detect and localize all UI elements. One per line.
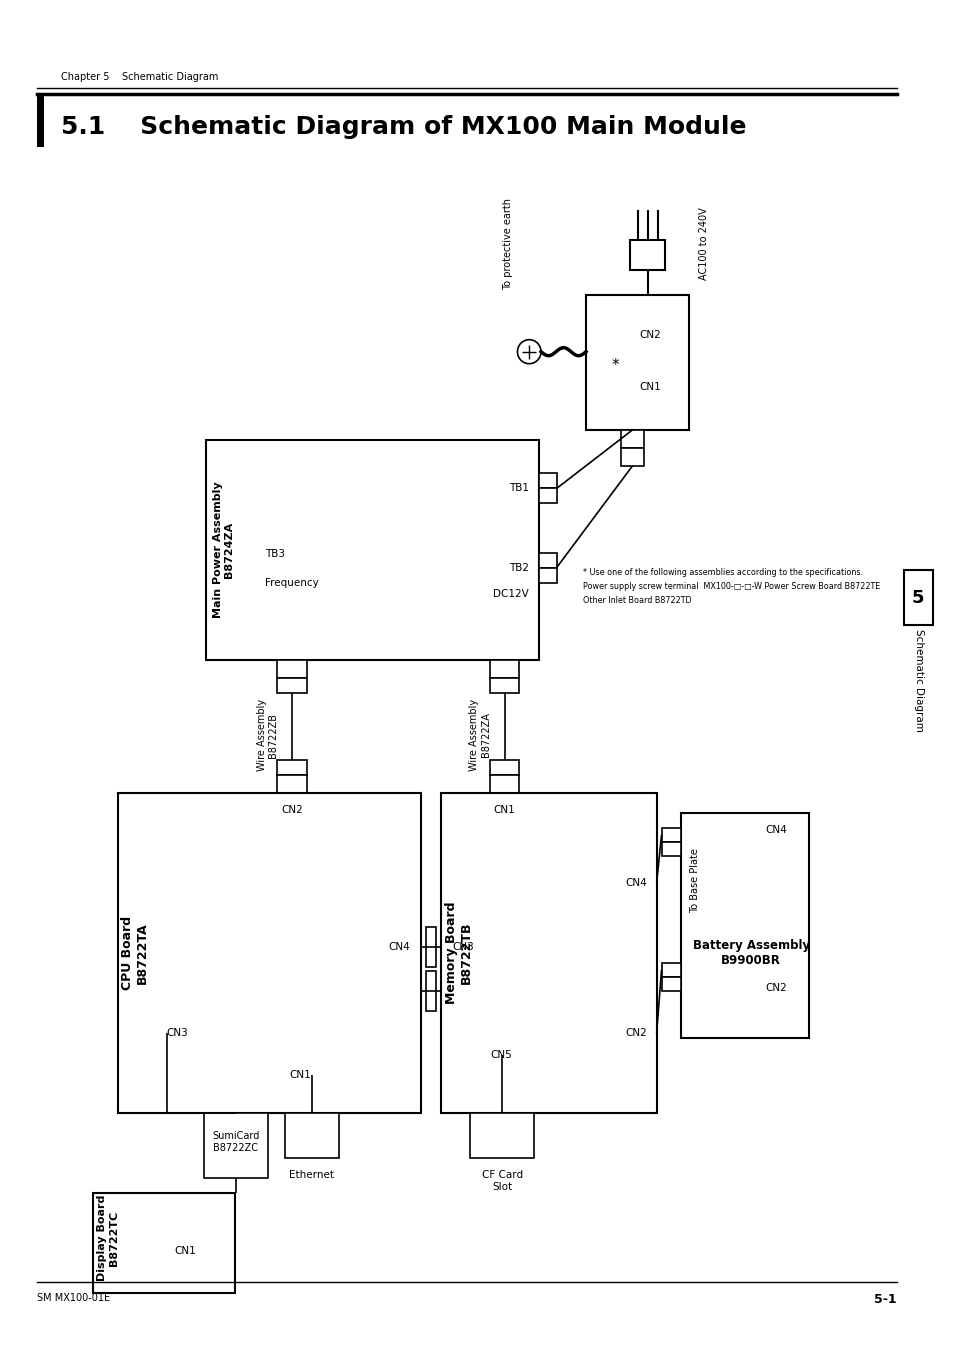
Text: CF Card
Slot: CF Card Slot bbox=[481, 1170, 522, 1192]
Text: CN4: CN4 bbox=[624, 878, 646, 887]
Text: To Base Plate: To Base Plate bbox=[689, 848, 700, 913]
Bar bbox=[284, 1112, 338, 1158]
Text: Wire Assembly
B8722ZA: Wire Assembly B8722ZA bbox=[469, 699, 491, 771]
Text: Wire Assembly
B8722ZB: Wire Assembly B8722ZB bbox=[256, 699, 278, 771]
Bar bbox=[277, 660, 307, 678]
Text: DC12V: DC12V bbox=[493, 589, 529, 599]
Bar bbox=[93, 1193, 235, 1293]
Bar bbox=[277, 760, 307, 775]
Text: CN2: CN2 bbox=[281, 805, 303, 815]
Bar bbox=[902, 570, 932, 625]
Text: TB2: TB2 bbox=[509, 563, 529, 572]
Bar bbox=[538, 567, 557, 583]
Bar bbox=[490, 660, 518, 678]
Bar bbox=[630, 240, 665, 270]
Text: Display Board
B8722TC: Display Board B8722TC bbox=[97, 1195, 118, 1281]
Text: Schematic Diagram: Schematic Diagram bbox=[913, 629, 923, 732]
Text: *: * bbox=[611, 358, 618, 373]
Bar bbox=[37, 95, 44, 147]
Bar bbox=[585, 296, 688, 431]
Bar bbox=[660, 963, 680, 977]
Text: 5-1: 5-1 bbox=[873, 1293, 896, 1305]
Bar bbox=[490, 760, 518, 775]
Bar bbox=[620, 431, 643, 448]
Text: TB1: TB1 bbox=[509, 483, 529, 493]
Text: CPU Board
B8722TA: CPU Board B8722TA bbox=[121, 915, 149, 990]
Text: CN4: CN4 bbox=[765, 825, 787, 836]
Text: Power supply screw terminal  MX100-□-□-W Power Screw Board B8722TE: Power supply screw terminal MX100-□-□-W … bbox=[582, 582, 880, 590]
Text: CN1: CN1 bbox=[289, 1069, 311, 1080]
Text: SumiCard
B8722ZC: SumiCard B8722ZC bbox=[212, 1131, 259, 1153]
Bar bbox=[680, 813, 808, 1038]
Text: CN1: CN1 bbox=[174, 1246, 196, 1256]
Text: CN3: CN3 bbox=[167, 1027, 188, 1038]
Bar bbox=[277, 678, 307, 693]
Text: 5.1    Schematic Diagram of MX100 Main Module: 5.1 Schematic Diagram of MX100 Main Modu… bbox=[61, 115, 745, 139]
Text: CN2: CN2 bbox=[765, 983, 787, 994]
Text: CN2: CN2 bbox=[624, 1027, 646, 1038]
Text: 5: 5 bbox=[911, 589, 923, 608]
Bar bbox=[204, 1112, 267, 1179]
Bar bbox=[117, 792, 421, 1112]
Text: Frequency: Frequency bbox=[264, 578, 318, 589]
Bar bbox=[277, 775, 307, 792]
Bar bbox=[660, 842, 680, 856]
Bar bbox=[660, 977, 680, 991]
Bar bbox=[470, 1112, 534, 1158]
Text: To protective earth: To protective earth bbox=[502, 198, 512, 290]
Bar bbox=[490, 678, 518, 693]
Text: SM MX100-01E: SM MX100-01E bbox=[37, 1293, 111, 1303]
Text: Battery Assembly
B9900BR: Battery Assembly B9900BR bbox=[692, 938, 809, 967]
Text: CN2: CN2 bbox=[639, 331, 660, 340]
Text: Chapter 5    Schematic Diagram: Chapter 5 Schematic Diagram bbox=[61, 72, 218, 82]
Text: Memory Board
B8722TB: Memory Board B8722TB bbox=[444, 902, 472, 1004]
Text: CN3: CN3 bbox=[453, 941, 474, 952]
Text: CN1: CN1 bbox=[494, 805, 515, 815]
Bar bbox=[426, 972, 436, 1011]
Text: CN5: CN5 bbox=[490, 1050, 511, 1060]
Text: TB3: TB3 bbox=[264, 549, 284, 559]
Bar bbox=[538, 474, 557, 489]
Bar bbox=[490, 775, 518, 792]
Bar bbox=[660, 828, 680, 842]
Bar bbox=[538, 489, 557, 504]
Bar bbox=[440, 792, 656, 1112]
Bar bbox=[206, 440, 538, 660]
Bar bbox=[620, 448, 643, 466]
Text: AC100 to 240V: AC100 to 240V bbox=[698, 208, 708, 279]
Bar bbox=[538, 552, 557, 567]
Text: * Use one of the following assemblies according to the specifications.: * Use one of the following assemblies ac… bbox=[582, 567, 862, 576]
Text: Ethernet: Ethernet bbox=[289, 1170, 334, 1180]
Text: CN1: CN1 bbox=[639, 382, 660, 391]
Bar bbox=[426, 926, 436, 967]
Text: CN4: CN4 bbox=[388, 941, 409, 952]
Text: Other Inlet Board B8722TD: Other Inlet Board B8722TD bbox=[582, 595, 691, 605]
Text: Main Power Assembly
B8724ZA: Main Power Assembly B8724ZA bbox=[213, 482, 234, 618]
